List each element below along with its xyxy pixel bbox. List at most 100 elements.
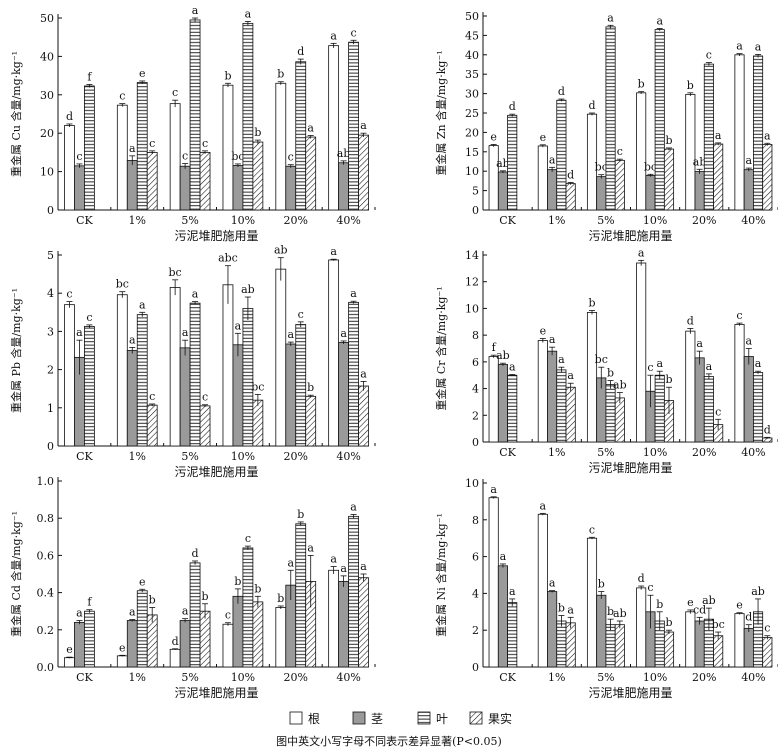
significance-letter: a bbox=[129, 142, 136, 155]
y-tick-label: 3 bbox=[47, 325, 54, 338]
bar bbox=[586, 537, 598, 668]
y-tick-label: 10 bbox=[465, 477, 479, 490]
x-tick-label: CK bbox=[499, 446, 516, 459]
significance-letter: a bbox=[350, 287, 357, 300]
y-tick-label: 0.2 bbox=[37, 624, 55, 637]
bar bbox=[743, 169, 754, 211]
significance-letter: a bbox=[235, 319, 242, 332]
y-tick-label: 25 bbox=[465, 107, 479, 120]
bar bbox=[358, 385, 369, 447]
x-tick-label: 5% bbox=[597, 446, 614, 459]
y-tick-label: 30 bbox=[40, 89, 54, 102]
bar bbox=[663, 631, 675, 668]
significance-letter: e bbox=[139, 67, 146, 80]
significance-letter: e bbox=[540, 324, 547, 337]
significance-letter: a bbox=[76, 326, 83, 339]
y-tick-label: 8 bbox=[472, 514, 479, 527]
bar bbox=[537, 145, 548, 211]
bar bbox=[338, 162, 349, 211]
bar bbox=[556, 620, 567, 668]
bar bbox=[338, 581, 349, 668]
significance-letter: c bbox=[202, 391, 208, 404]
bar bbox=[305, 395, 317, 447]
significance-letter: a bbox=[192, 4, 199, 17]
bar bbox=[275, 82, 287, 211]
significance-letter: bc bbox=[595, 353, 608, 366]
bar bbox=[328, 259, 340, 447]
bar bbox=[242, 547, 254, 668]
x-axis-title: 污泥堆肥施用量 bbox=[588, 461, 672, 475]
significance-letter: b bbox=[558, 601, 565, 614]
significance-letter: d bbox=[567, 168, 574, 181]
x-tick-label: CK bbox=[76, 450, 93, 463]
significance-letter: c bbox=[182, 150, 188, 163]
y-tick-label: 0 bbox=[472, 204, 479, 217]
x-tick-label: CK bbox=[499, 671, 516, 684]
x-tick-label: 40% bbox=[336, 671, 360, 684]
bar bbox=[497, 364, 508, 443]
significance-letter: a bbox=[755, 357, 762, 370]
significance-letter: c bbox=[298, 308, 304, 321]
significance-letter: a bbox=[567, 369, 574, 382]
bar bbox=[305, 136, 317, 211]
significance-letter: bc bbox=[169, 266, 182, 279]
bar bbox=[663, 148, 675, 211]
legend-item: 根 bbox=[289, 711, 320, 726]
significance-letter: a bbox=[287, 556, 294, 569]
bar bbox=[762, 637, 773, 668]
bar bbox=[556, 369, 567, 443]
bar bbox=[169, 648, 181, 668]
y-tick-label: 4 bbox=[472, 383, 479, 396]
significance-letter: b bbox=[638, 78, 645, 91]
significance-letter: c bbox=[647, 581, 653, 594]
y-tick-label: 20 bbox=[465, 126, 479, 139]
bar bbox=[146, 151, 158, 211]
y-tick-label: 15 bbox=[465, 146, 479, 159]
significance-letter: a bbox=[500, 550, 507, 563]
significance-letter: b bbox=[254, 582, 261, 595]
significance-letter: ab bbox=[274, 244, 288, 257]
bar bbox=[275, 607, 287, 668]
x-tick-label: 5% bbox=[597, 671, 614, 684]
significance-letter: b bbox=[687, 79, 694, 92]
significance-letter: b bbox=[607, 367, 614, 380]
y-tick-label: 0.0 bbox=[37, 661, 55, 674]
chart-panel-1: 0 10 20 30 40 50 CK 1% 5% 10% 20% 40% 污泥堆肥施用量 重金属 Cu … bbox=[9, 4, 376, 243]
bar bbox=[537, 340, 548, 443]
y-tick-label: 45 bbox=[465, 29, 479, 42]
x-axis-title: 污泥堆肥施用量 bbox=[588, 686, 672, 700]
bar bbox=[734, 54, 745, 211]
significance-letter: e bbox=[490, 130, 497, 143]
x-tick-label: 20% bbox=[692, 446, 716, 459]
significance-letter: a bbox=[764, 129, 771, 142]
bar bbox=[199, 151, 211, 211]
significance-letter: a bbox=[350, 500, 357, 513]
bar bbox=[295, 324, 307, 447]
bar bbox=[116, 104, 128, 211]
significance-letter: a bbox=[490, 483, 497, 496]
bar bbox=[694, 620, 705, 668]
significance-letter: b bbox=[234, 575, 241, 588]
significance-letter: ab bbox=[337, 147, 351, 160]
bar bbox=[636, 262, 647, 443]
significance-letter: a bbox=[307, 541, 314, 554]
bar bbox=[556, 99, 567, 211]
bar bbox=[507, 602, 518, 668]
bar bbox=[146, 404, 158, 447]
significance-letter: c bbox=[149, 390, 155, 403]
bar bbox=[285, 343, 297, 447]
x-tick-label: 10% bbox=[231, 671, 255, 684]
x-tick-label: CK bbox=[76, 214, 93, 227]
x-tick-label: 5% bbox=[597, 214, 614, 227]
chart-panel-3: 0 1 2 3 4 5 CK 1% 5% 10% 20% 40% 污泥堆肥施用量 重金属 Pb 含量/mg… bbox=[9, 244, 376, 479]
significance-letter: f bbox=[492, 341, 497, 354]
significance-letter: d bbox=[66, 110, 73, 123]
bar bbox=[285, 165, 297, 211]
bar bbox=[565, 386, 576, 443]
bar bbox=[74, 621, 85, 668]
significance-letter: c bbox=[736, 309, 742, 322]
x-axis-title: 污泥堆肥施用量 bbox=[174, 229, 258, 243]
significance-letter: c bbox=[647, 361, 653, 374]
legend-label: 果实 bbox=[488, 711, 512, 726]
bar bbox=[743, 356, 754, 443]
